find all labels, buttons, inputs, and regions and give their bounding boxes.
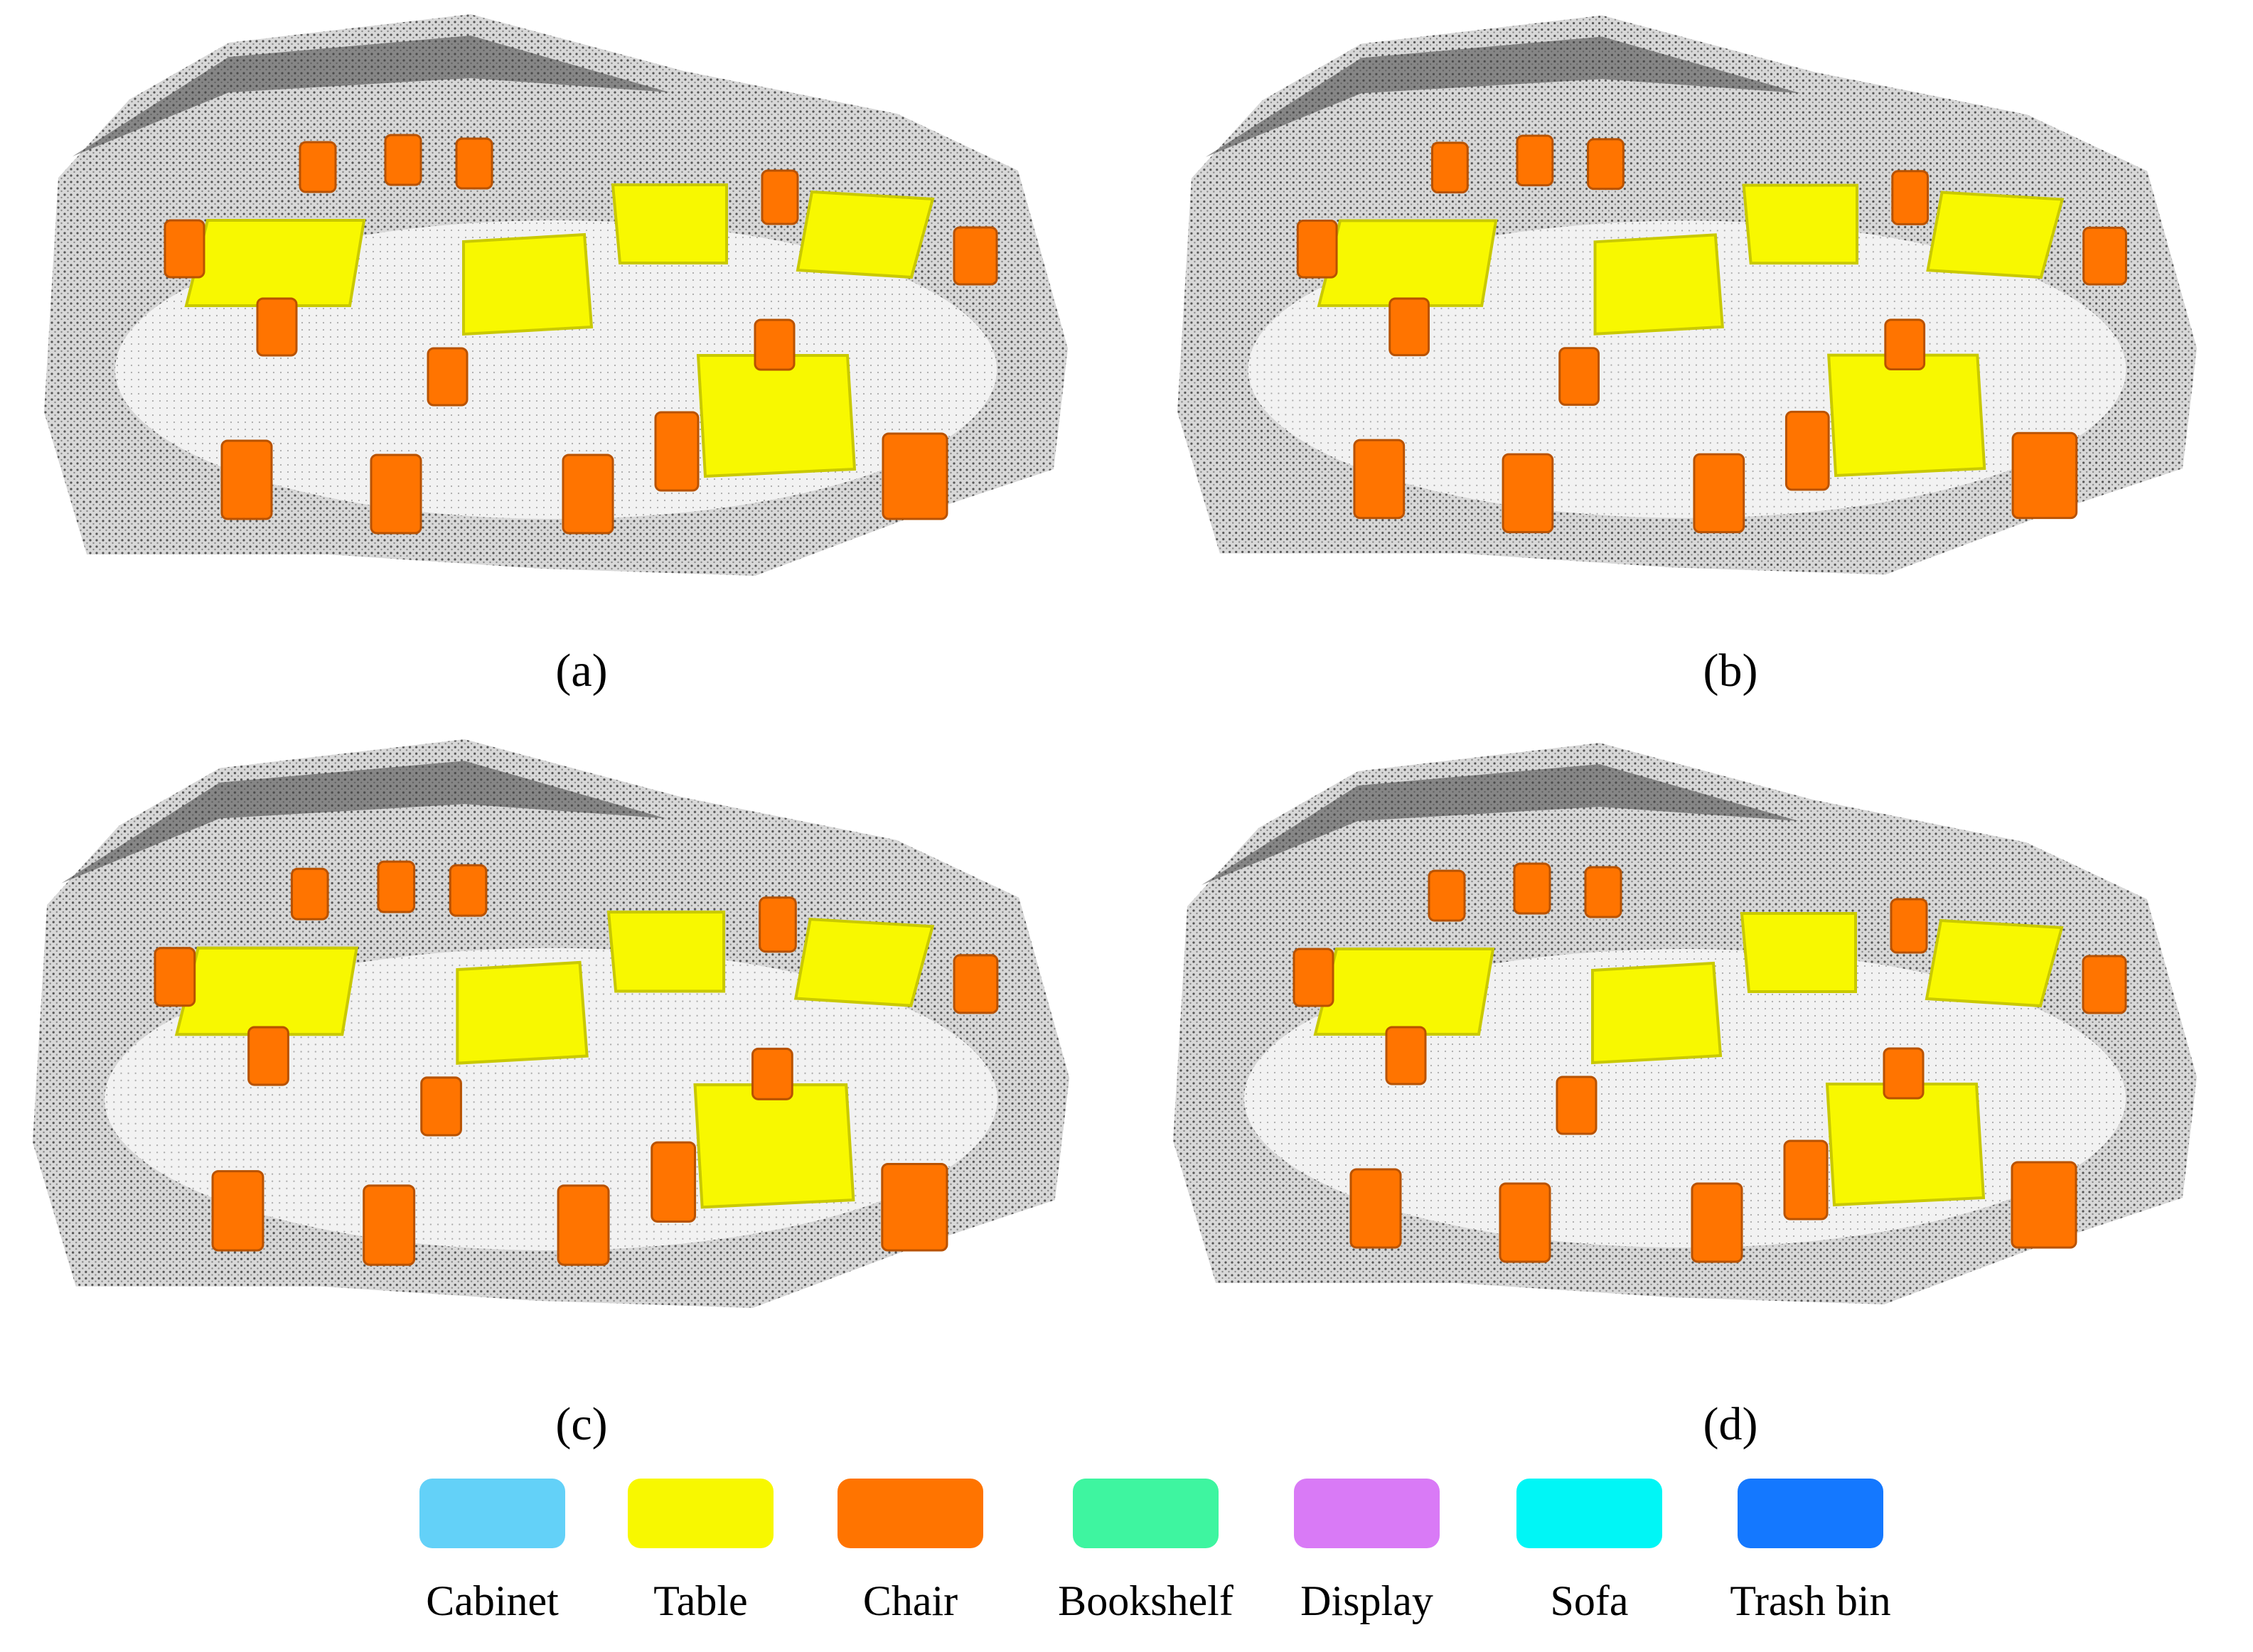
panel-label: (b) xyxy=(1703,645,1758,697)
legend-swatch xyxy=(1738,1479,1883,1548)
legend-label: Cabinet xyxy=(426,1577,559,1624)
panel-label: (d) xyxy=(1703,1398,1758,1450)
legend-label: Table xyxy=(653,1577,747,1624)
legend-swatch xyxy=(1073,1479,1219,1548)
legend-label: Display xyxy=(1300,1577,1433,1624)
legend-swatch xyxy=(1294,1479,1440,1548)
scene-image xyxy=(1177,14,2197,576)
panel-label: (c) xyxy=(555,1398,607,1450)
legend-swatch xyxy=(419,1479,565,1548)
scene-image xyxy=(33,739,1069,1308)
panel-label: (a) xyxy=(555,645,607,697)
legend-swatch xyxy=(628,1479,774,1548)
scene-image xyxy=(1173,743,2197,1304)
legend-label: Chair xyxy=(863,1577,958,1624)
legend-swatch xyxy=(837,1479,983,1548)
legend-label: Bookshelf xyxy=(1058,1577,1233,1624)
legend-label: Trash bin xyxy=(1730,1577,1890,1624)
legend-swatch xyxy=(1516,1479,1662,1548)
scene-image xyxy=(44,14,1068,576)
panels xyxy=(33,14,2197,1308)
legend-label: Sofa xyxy=(1551,1577,1629,1624)
